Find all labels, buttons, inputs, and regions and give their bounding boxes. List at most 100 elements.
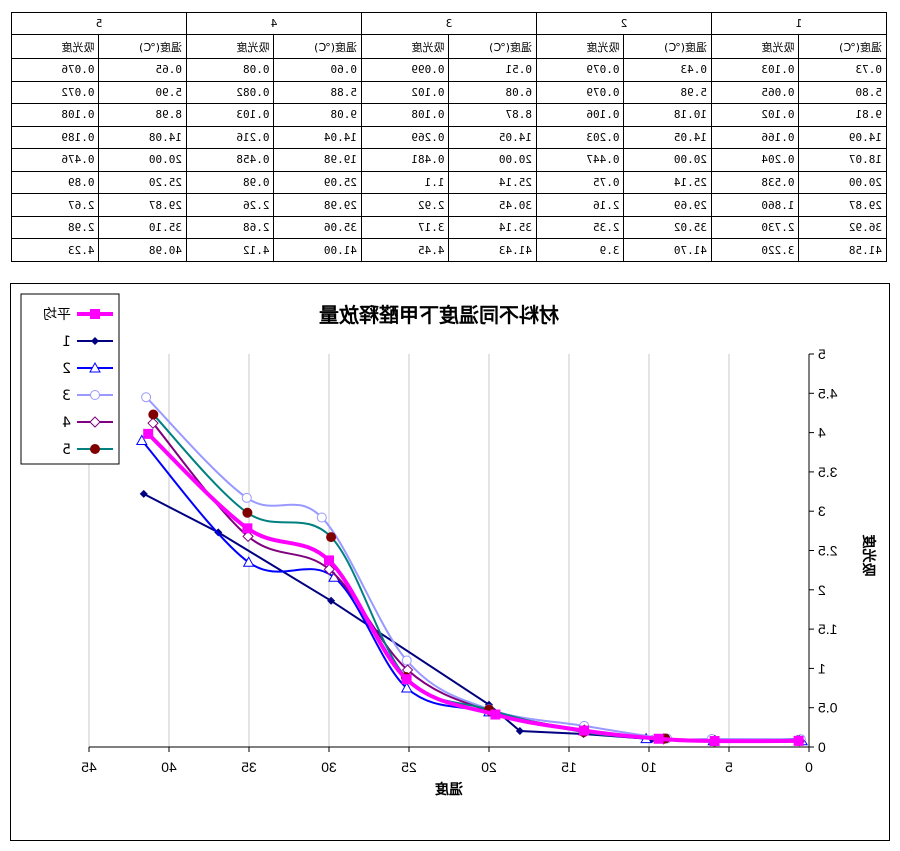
table-cell: 41.43 <box>449 238 537 262</box>
table-cell: 35.10 <box>99 216 187 239</box>
temperature-header: 温度(℃) <box>274 34 362 59</box>
series-0 <box>143 428 804 747</box>
table-cell: 5.80 <box>799 81 887 104</box>
legend-label: 2 <box>62 361 71 377</box>
legend-label: 3 <box>62 388 71 404</box>
table-cell: 25.14 <box>624 171 712 194</box>
table-cell: 2.16 <box>536 193 624 217</box>
table-cell: 3.9 <box>536 238 624 262</box>
data-point <box>515 726 524 735</box>
data-point <box>793 735 804 746</box>
data-point <box>324 555 334 566</box>
table-row: 41.58 3.220 41.70 3.9 41.43 4.45 41.00 4.12 40.9… <box>11 238 887 262</box>
x-tick-label: 30 <box>321 759 337 775</box>
table-cell: 36.92 <box>799 216 887 239</box>
table-cell: 14.09 <box>799 126 887 149</box>
table-cell: 0.079 <box>536 58 624 82</box>
table-cell: 2.67 <box>11 193 99 217</box>
table-cell: 25.14 <box>449 171 537 194</box>
table-cell: 2.98 <box>11 216 99 239</box>
table-cell: 0.076 <box>11 58 99 82</box>
table-cell: 5.88 <box>274 81 362 104</box>
table-cell: 0.072 <box>11 81 99 104</box>
group-header: 5 <box>11 12 187 35</box>
chart-title: 材料不同温度下甲醛释放量 <box>319 303 559 327</box>
temperature-header: 温度(℃) <box>99 34 187 59</box>
y-tick-label: 2 <box>818 582 826 598</box>
legend-box <box>20 293 120 465</box>
table-cell: 0.51 <box>449 58 537 82</box>
table-cell: 29.69 <box>624 193 712 217</box>
y-tick-label: 1.5 <box>818 621 838 637</box>
table-cell: 35.14 <box>449 216 537 239</box>
absorbance-header: 吸光度 <box>536 34 624 59</box>
y-tick-label: 3 <box>818 503 826 519</box>
table-cell: 0.447 <box>536 148 624 172</box>
table-cell: 41.00 <box>274 238 362 262</box>
legend-label: 4 <box>62 415 71 431</box>
table-row: 36.92 2.730 35.02 2.35 35.14 3.17 35.06 2.68 35.… <box>11 216 887 239</box>
table-cell: 14.05 <box>449 126 537 149</box>
absorbance-header: 吸光度 <box>11 34 99 59</box>
legend-item: 平均 <box>43 307 113 323</box>
chart-frame: 0 0.5 1 1.5 2 2.5 3 3.5 4 4.5 5 0 5 10 15 20 25 30 35 40 45 材… <box>10 283 890 841</box>
table-cell: 19.98 <box>274 148 362 172</box>
legend-label: 5 <box>62 442 71 458</box>
legend-label: 平均 <box>43 307 71 323</box>
legend-item: 5 <box>62 442 113 458</box>
y-tick-label: 4.5 <box>818 385 838 401</box>
y-tick-label: 4 <box>818 425 826 441</box>
table-cell: 2.26 <box>186 193 274 217</box>
data-point <box>653 733 664 744</box>
table-cell: 0.079 <box>536 81 624 104</box>
data-point <box>323 563 336 576</box>
group-header: 1 <box>711 12 887 35</box>
y-tick-label: 5 <box>818 346 826 362</box>
legend-marker <box>90 390 100 400</box>
table-cell: 20.00 <box>799 171 887 194</box>
y-tick-label: 0 <box>818 739 826 755</box>
table-cell: 5.90 <box>99 81 187 104</box>
table-cell: 0.103 <box>186 103 274 127</box>
data-point <box>709 736 720 747</box>
table-cell: 0.65 <box>99 58 187 82</box>
table-cell: 25.20 <box>99 171 187 194</box>
data-point <box>326 532 337 543</box>
table-cell: 20.00 <box>624 148 712 172</box>
series-2 <box>135 434 808 746</box>
data-point <box>401 655 412 666</box>
x-tick-label: 0 <box>805 759 813 775</box>
data-point <box>490 709 501 720</box>
data-point <box>316 512 327 523</box>
table-cell: 8.98 <box>99 103 187 127</box>
group-header: 2 <box>536 12 712 35</box>
table-cell: 3.220 <box>711 238 799 262</box>
y-tick-label: 0.5 <box>818 700 838 716</box>
table-cell: 0.189 <box>11 126 99 149</box>
table-cell: 14.05 <box>624 126 712 149</box>
absorbance-header: 吸光度 <box>186 34 274 59</box>
table-cell: 0.166 <box>711 126 799 149</box>
table-cell: 9.81 <box>799 103 887 127</box>
temperature-header: 温度(℃) <box>799 34 887 59</box>
legend-item: 1 <box>62 334 113 350</box>
temperature-header: 温度(℃) <box>624 34 712 59</box>
series-line <box>145 396 801 741</box>
table-cell: 41.58 <box>799 238 887 262</box>
table-cell: 29.87 <box>99 193 187 217</box>
x-tick-label: 15 <box>561 759 577 775</box>
data-point <box>242 507 253 518</box>
data-point <box>242 530 254 543</box>
table-cell: 2.92 <box>361 193 449 217</box>
y-tick-label: 3.5 <box>818 464 838 480</box>
table-row: 0.73 0.103 0.43 0.079 0.51 0.099 0.60 0.08 0.65 0… <box>11 58 887 82</box>
table-cell: 0.481 <box>361 148 449 172</box>
legend-marker <box>91 337 99 345</box>
table-cell: 2.35 <box>536 216 624 239</box>
table-cell: 5.98 <box>624 81 712 104</box>
table-cell: 0.103 <box>711 58 799 82</box>
table-cell: 40.98 <box>99 238 187 262</box>
chart-svg: 00.511.522.533.544.55051015202530354045材… <box>20 293 877 798</box>
table-row: 5.80 0.065 5.98 0.079 6.08 0.102 5.88 0.082 5.90… <box>11 81 887 104</box>
data-point <box>148 409 159 420</box>
